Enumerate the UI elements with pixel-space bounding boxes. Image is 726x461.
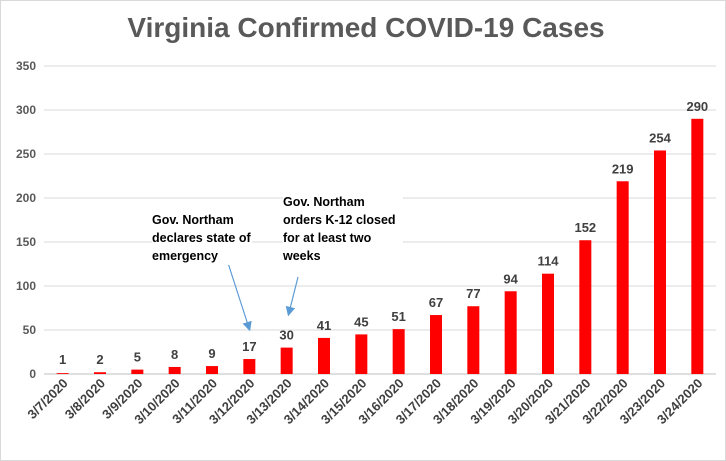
data-label: 1 — [59, 352, 66, 367]
bar — [56, 373, 69, 374]
bar — [94, 372, 106, 374]
data-label: 8 — [171, 347, 178, 362]
y-tick-label: 300 — [16, 103, 36, 117]
bar — [318, 337, 330, 374]
bar — [691, 118, 704, 374]
bar — [467, 306, 480, 374]
data-label: 77 — [466, 286, 480, 301]
y-tick-label: 150 — [16, 235, 36, 249]
data-label: 219 — [612, 161, 634, 176]
bar — [168, 366, 181, 374]
data-label: 45 — [354, 314, 368, 329]
data-label: 9 — [208, 346, 215, 361]
annotation-arrow — [227, 262, 252, 332]
data-label: 254 — [649, 130, 671, 145]
x-tick-label: 3/7/2020 — [24, 376, 70, 422]
data-label: 5 — [134, 350, 141, 365]
bar — [504, 291, 517, 374]
y-tick-label: 200 — [16, 191, 36, 205]
data-label: 290 — [686, 99, 708, 114]
data-label: 2 — [96, 352, 103, 367]
data-label: 17 — [242, 339, 256, 354]
bar — [206, 366, 218, 374]
bar — [355, 334, 368, 374]
data-label: 30 — [279, 328, 293, 343]
bar — [430, 315, 442, 374]
data-label: 152 — [574, 220, 596, 235]
annotation-state-of-emergency: Gov. Northam declares state of emergency — [152, 211, 252, 265]
bar — [579, 240, 592, 374]
annotation-school-closure: Gov. Northam orders K-12 closed for at l… — [283, 193, 403, 265]
bar — [131, 369, 144, 374]
bar — [616, 181, 629, 374]
y-axis: 0 50 100 150 200 250 300 350 — [16, 59, 36, 381]
y-tick-label: 350 — [16, 59, 36, 73]
bars — [56, 118, 704, 374]
data-label: 94 — [503, 271, 518, 286]
annotation-arrow — [285, 276, 299, 317]
data-label: 114 — [538, 254, 560, 269]
data-labels: 1 2 5 8 9 17 30 41 45 51 67 77 94 114 152 219 254 290 — [59, 99, 708, 367]
bar — [542, 273, 554, 374]
annotation-arrows — [227, 262, 299, 332]
bar — [392, 329, 405, 374]
data-label: 67 — [429, 295, 443, 310]
y-tick-label: 50 — [23, 323, 37, 337]
data-label: 51 — [391, 309, 405, 324]
data-label: 41 — [317, 318, 331, 333]
bar — [243, 359, 256, 374]
x-tick-label: 3/8/2020 — [62, 376, 108, 422]
gridlines — [44, 65, 716, 375]
y-tick-label: 100 — [16, 279, 36, 293]
bar — [654, 150, 666, 374]
chart-title: Virginia Confirmed COVID-19 Cases — [127, 12, 605, 43]
y-tick-label: 0 — [29, 367, 36, 381]
x-axis: 3/7/20203/8/20203/9/20203/10/20203/11/20… — [24, 376, 705, 428]
bar — [280, 347, 293, 374]
y-tick-label: 250 — [16, 147, 36, 161]
